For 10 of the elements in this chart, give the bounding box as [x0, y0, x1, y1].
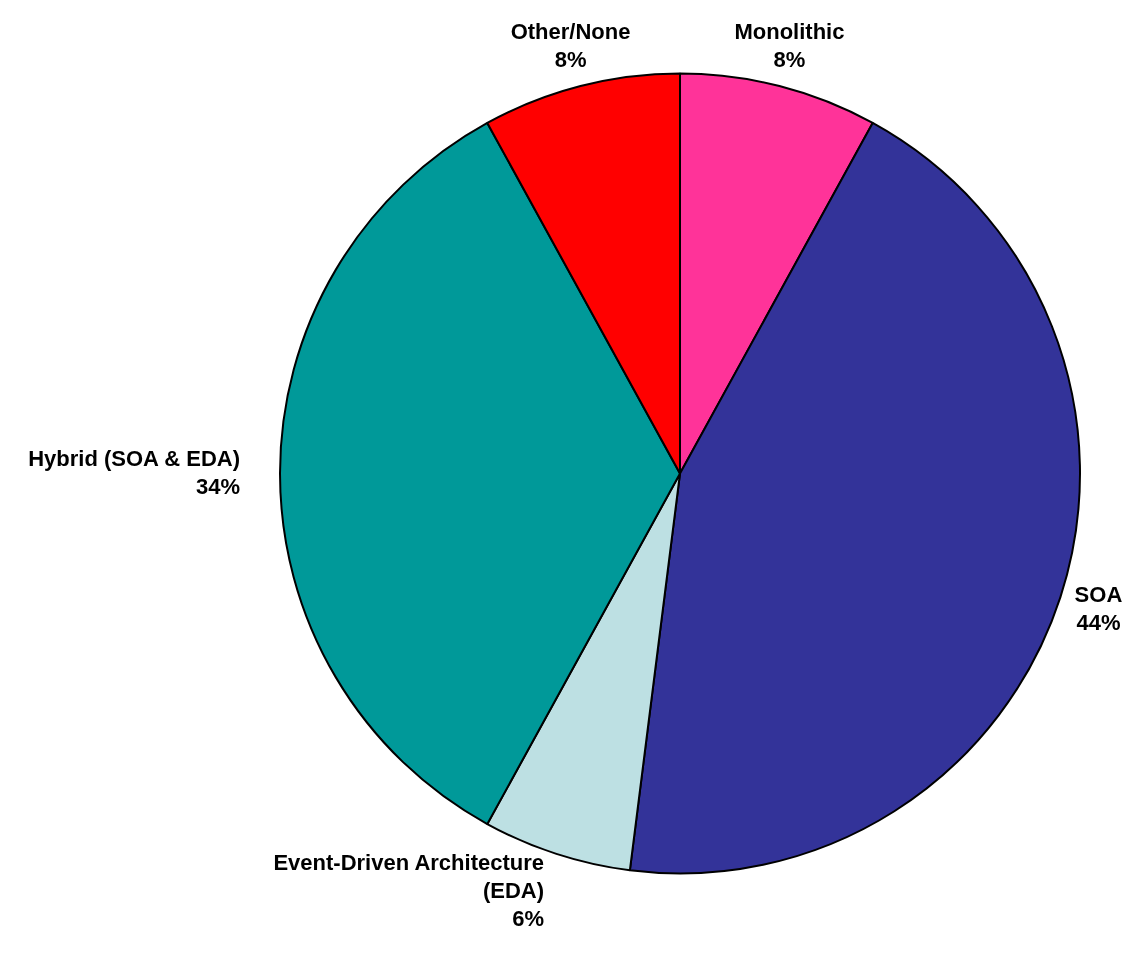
data-label: 6% — [512, 906, 545, 932]
slice-label: Monolithic — [734, 19, 845, 45]
data-label: 8% — [554, 47, 587, 73]
slice-label: SOA — [1074, 581, 1123, 607]
data-label: 8% — [773, 47, 806, 73]
data-label: 44% — [1076, 609, 1121, 635]
data-label: 34% — [195, 473, 240, 499]
slice-label: Other/None — [510, 19, 631, 45]
slice-label: Hybrid (SOA & EDA) — [28, 445, 240, 471]
slice-label: Event-Driven Architecture (EDA) — [273, 850, 545, 904]
